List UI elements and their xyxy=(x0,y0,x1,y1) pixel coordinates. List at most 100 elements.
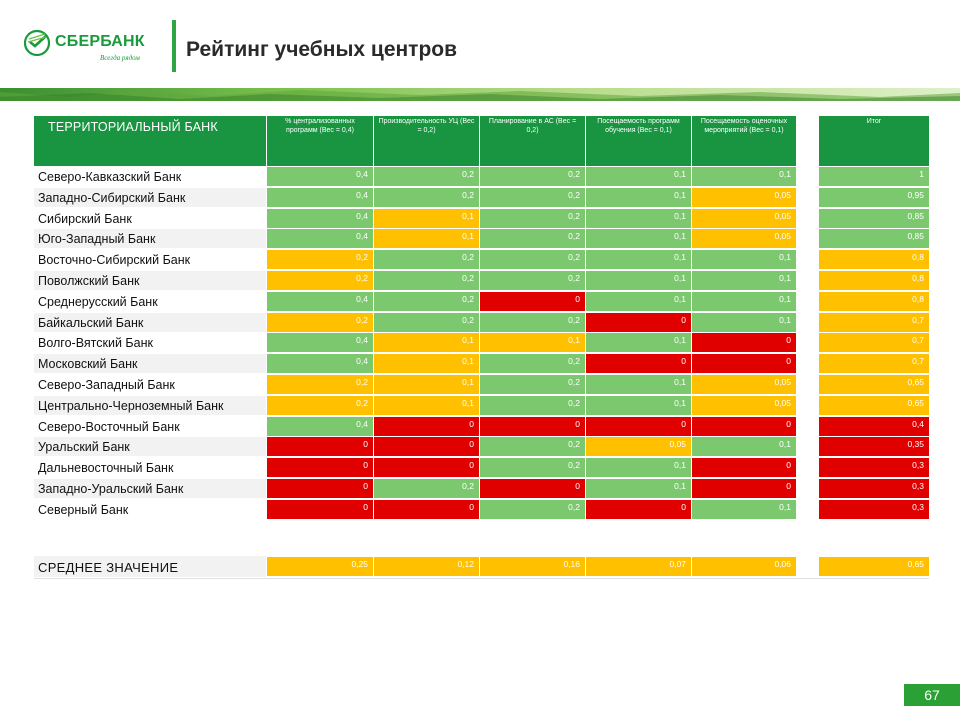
score-cell: 0 xyxy=(692,458,796,477)
score-cell: 0 xyxy=(480,479,585,498)
column-header-centralized: % централизованных программ (Вес = 0,4) xyxy=(267,116,373,166)
total-cell: 0,85 xyxy=(819,229,929,248)
score-cell: 0,1 xyxy=(586,250,691,269)
score-cell: 0,2 xyxy=(480,167,585,186)
score-cell: 0,05 xyxy=(692,229,796,248)
total-cell: 0,3 xyxy=(819,479,929,498)
score-cell: 0 xyxy=(586,313,691,332)
total-cell: 0,8 xyxy=(819,250,929,269)
score-cell: 0,1 xyxy=(374,354,479,373)
bank-name: Северо-Кавказский Банк xyxy=(34,167,266,186)
decorative-strip xyxy=(0,88,960,101)
total-cell: 0,4 xyxy=(819,417,929,436)
score-cell: 0,2 xyxy=(267,250,373,269)
score-cell: 0,4 xyxy=(267,417,373,436)
score-cell: 0 xyxy=(267,500,373,519)
total-cell: 0,7 xyxy=(819,333,929,352)
score-cell: 0,2 xyxy=(267,396,373,415)
score-cell: 0,4 xyxy=(267,167,373,186)
table-row: Северо-Восточный Банк 0,4 0 0 0 0 0,4 xyxy=(34,417,929,436)
score-cell: 0,2 xyxy=(374,250,479,269)
score-cell: 0,1 xyxy=(586,396,691,415)
average-total-cell: 0,65 xyxy=(819,557,929,576)
score-cell: 0,2 xyxy=(267,313,373,332)
column-header-attendance-assessments: Посещаемость оценочных мероприятий (Вес … xyxy=(692,116,796,166)
logo-name: СБЕРБАНК xyxy=(55,33,145,50)
score-cell: 0,2 xyxy=(267,375,373,394)
table-row: Восточно-Сибирский Банк 0,2 0,2 0,2 0,1 0,1 0,… xyxy=(34,250,929,269)
total-cell: 0,95 xyxy=(819,188,929,207)
score-cell: 0 xyxy=(692,333,796,352)
score-cell: 0,05 xyxy=(692,396,796,415)
score-cell: 0,1 xyxy=(586,271,691,290)
average-cell: 0,06 xyxy=(692,557,796,576)
page-number: 67 xyxy=(904,684,960,706)
table-row: Юго-Западный Банк 0,4 0,1 0,2 0,1 0,05 0,85 xyxy=(34,229,929,248)
bank-name: Поволжский Банк xyxy=(34,271,266,290)
score-cell: 0,2 xyxy=(480,396,585,415)
score-cell: 0 xyxy=(586,500,691,519)
table-row: Центрально-Черноземный Банк 0,2 0,1 0,2 0,1 0… xyxy=(34,396,929,415)
bank-column-header: ТЕРРИТОРИАЛЬНЫЙ БАНК xyxy=(34,116,266,166)
bank-name: Западно-Сибирский Банк xyxy=(34,188,266,207)
score-cell: 0,4 xyxy=(267,333,373,352)
average-cell: 0,16 xyxy=(480,557,585,576)
title-divider xyxy=(172,20,176,72)
score-cell: 0,1 xyxy=(586,333,691,352)
bank-name: Волго-Вятский Банк xyxy=(34,333,266,352)
score-cell: 0,2 xyxy=(480,229,585,248)
score-cell: 0,4 xyxy=(267,188,373,207)
table-row: Среднерусский Банк 0,4 0,2 0 0,1 0,1 0,8 xyxy=(34,292,929,311)
score-cell: 0,1 xyxy=(692,500,796,519)
score-cell: 0,1 xyxy=(374,229,479,248)
table-row: Сибирский Банк 0,4 0,1 0,2 0,1 0,05 0,85 xyxy=(34,209,929,228)
table-row: Северо-Западный Банк 0,2 0,1 0,2 0,1 0,05 0,65 xyxy=(34,375,929,394)
bank-name: Сибирский Банк xyxy=(34,209,266,228)
score-cell: 0,2 xyxy=(480,354,585,373)
score-cell: 0,2 xyxy=(374,271,479,290)
score-cell: 0,1 xyxy=(480,333,585,352)
score-cell: 0,2 xyxy=(374,292,479,311)
score-cell: 0,1 xyxy=(374,333,479,352)
bank-name: Центрально-Черноземный Банк xyxy=(34,396,266,415)
score-cell: 0,05 xyxy=(692,188,796,207)
score-cell: 0,1 xyxy=(692,167,796,186)
column-header-productivity: Производительность УЦ (Вес = 0,2) xyxy=(374,116,479,166)
score-cell: 0,2 xyxy=(480,437,585,456)
score-cell: 0,2 xyxy=(480,209,585,228)
score-cell: 0,1 xyxy=(692,313,796,332)
score-cell: 0,1 xyxy=(586,167,691,186)
score-cell: 0 xyxy=(586,354,691,373)
score-cell: 0,05 xyxy=(692,209,796,228)
bank-name: Северный Банк xyxy=(34,500,266,519)
score-cell: 0,2 xyxy=(480,188,585,207)
table-row: Московский Банк 0,4 0,1 0,2 0 0 0,7 xyxy=(34,354,929,373)
table-row: Уральский Банк 0 0 0,2 0,05 0,1 0,35 xyxy=(34,437,929,456)
score-cell: 0,1 xyxy=(374,209,479,228)
logo-tagline: Всегда рядом xyxy=(100,54,140,62)
column-header-attendance-programs: Посещаемость программ обучения (Вес = 0,… xyxy=(586,116,691,166)
table-bottom-line xyxy=(34,578,929,579)
score-cell: 0,1 xyxy=(692,437,796,456)
score-cell: 0 xyxy=(267,479,373,498)
score-cell: 0,2 xyxy=(480,313,585,332)
score-cell: 0 xyxy=(480,292,585,311)
total-cell: 0,65 xyxy=(819,396,929,415)
sberbank-logo: СБЕРБАНК Всегда рядом xyxy=(24,28,154,68)
score-cell: 0 xyxy=(586,417,691,436)
bank-name: Восточно-Сибирский Банк xyxy=(34,250,266,269)
bank-name: Московский Банк xyxy=(34,354,266,373)
table-row: Северо-Кавказский Банк 0,4 0,2 0,2 0,1 0,1 1 xyxy=(34,167,929,186)
score-cell: 0,2 xyxy=(374,479,479,498)
score-cell: 0,1 xyxy=(374,375,479,394)
score-cell: 0,1 xyxy=(586,458,691,477)
bank-name: Байкальский Банк xyxy=(34,313,266,332)
score-cell: 0 xyxy=(692,354,796,373)
score-cell: 0,1 xyxy=(586,375,691,394)
average-cell: 0,07 xyxy=(586,557,691,576)
average-cell: 0,25 xyxy=(267,557,373,576)
score-cell: 0,4 xyxy=(267,354,373,373)
score-cell: 0,1 xyxy=(692,271,796,290)
page-title: Рейтинг учебных центров xyxy=(186,38,458,61)
score-cell: 0 xyxy=(267,458,373,477)
